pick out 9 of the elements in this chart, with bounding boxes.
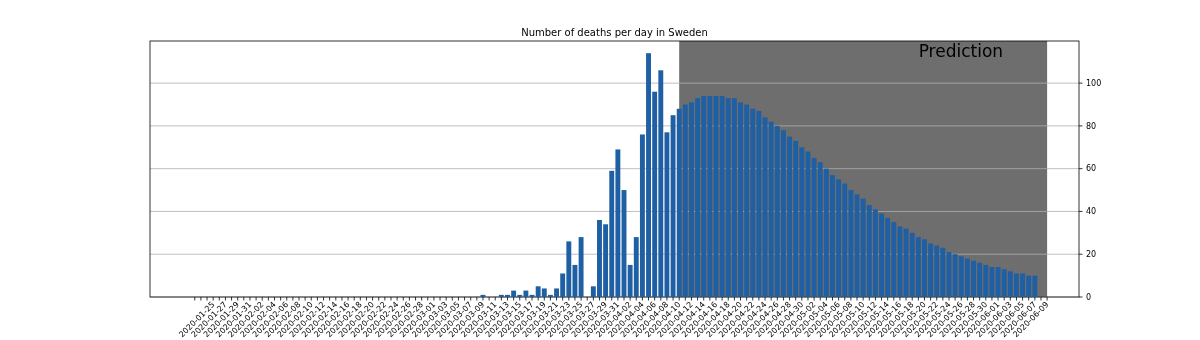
y-tick-label: 0 xyxy=(1086,292,1092,302)
bar xyxy=(578,237,584,297)
band-label: Prediction xyxy=(918,41,1004,61)
chart-title: Number of deaths per day in Sweden xyxy=(521,27,708,38)
y-tick-label: 40 xyxy=(1086,207,1097,217)
y-tick-label: 60 xyxy=(1086,164,1097,174)
y-tick-label: 100 xyxy=(1086,78,1102,88)
y-tick-label: 80 xyxy=(1086,121,1097,131)
y-tick-label: 20 xyxy=(1086,250,1097,260)
